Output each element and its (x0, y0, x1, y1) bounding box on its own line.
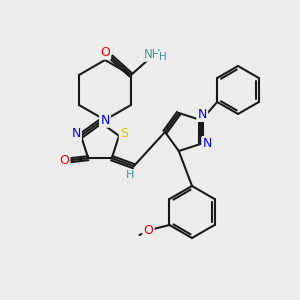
Text: N: N (100, 113, 110, 127)
Text: H: H (126, 170, 134, 180)
Text: O: O (100, 46, 110, 59)
Text: O: O (59, 154, 69, 167)
Text: N: N (197, 108, 207, 121)
Text: H: H (159, 52, 167, 62)
Text: N: N (71, 127, 81, 140)
Text: S: S (120, 127, 128, 140)
Text: N: N (202, 137, 212, 150)
Text: NH: NH (144, 47, 162, 61)
Text: O: O (143, 224, 153, 236)
